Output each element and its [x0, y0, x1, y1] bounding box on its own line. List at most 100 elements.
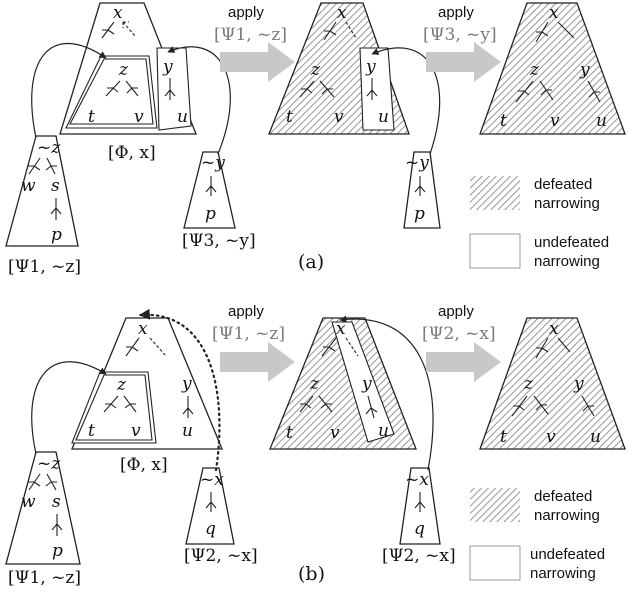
panel-a: x z y t v u [Φ, x] ~z w s p [Ψ1, ~z] — [5, 2, 626, 277]
node-u: u — [177, 107, 188, 127]
r2b-node-u: u — [590, 427, 601, 447]
apply-label-1b: apply — [228, 303, 264, 320]
r1-node-v: v — [334, 107, 344, 127]
apply-arrow-1b — [220, 342, 295, 382]
edge-nz-s — [45, 157, 57, 175]
legend-defeated-l2-a: narrowing — [534, 195, 600, 212]
b-node-x: x — [138, 319, 148, 339]
r1b-node-q: q — [414, 519, 425, 539]
edge-s-p — [50, 198, 62, 220]
r2b-edge-y-u — [581, 395, 595, 417]
r2b-edge-z-v — [533, 395, 549, 415]
r2b-node-x: x — [549, 319, 559, 339]
r1b-edge-x-z — [321, 337, 337, 357]
b-node-z: z — [116, 375, 127, 395]
trapezoid-psi2-b — [185, 467, 235, 545]
inner-tree-y — [156, 47, 192, 131]
apply-step1-a: apply [Ψ1, ~z] — [214, 4, 295, 82]
step1-label-a: [Ψ1, ~z] — [214, 25, 287, 45]
b-edge-x-z — [125, 337, 140, 357]
tree-psi1-b: ~z w s p [Ψ1, ~z] — [5, 451, 81, 588]
trapezoid-psi1 — [5, 135, 79, 247]
apply-step2-b: apply [Ψ2, ~x] — [422, 303, 501, 382]
tree-psi2-small-b: ~x q [Ψ2, ~x] — [382, 467, 456, 566]
tree-phi-b: x z y t v u [Φ, x] — [71, 317, 223, 475]
step2-label-b: [Ψ2, ~x] — [422, 324, 496, 344]
b-edge-z-t — [103, 395, 119, 413]
step2-label-a: [Ψ3, ~y] — [423, 25, 497, 45]
edge-ny-p — [205, 176, 217, 196]
apply-label-1a: apply — [228, 4, 264, 21]
r2-edge-y-u — [587, 80, 601, 103]
legend-undefeated-l1-a: undefeated — [534, 234, 609, 251]
r1-node-u: u — [378, 107, 389, 127]
b-node-p: p — [52, 541, 63, 561]
legend-swatch-defeated-b — [470, 488, 520, 522]
apply-label-2a: apply — [438, 4, 474, 21]
r2-node-x: x — [549, 3, 559, 23]
b-node-w: w — [21, 492, 36, 512]
r1b-node-t: t — [286, 423, 293, 443]
attack-arrow-psi1-to-z — [31, 42, 107, 139]
apply-arrow-1a — [220, 42, 295, 82]
tree-psi1-a: ~z w s p [Ψ1, ~z] — [5, 135, 81, 277]
r1b-edge-y-u — [365, 395, 378, 419]
label-phi-b: [Φ, x] — [120, 455, 168, 475]
r1b-node-u: u — [378, 421, 389, 441]
undefeated-y-subtree — [359, 47, 395, 131]
b-edge-y-u — [182, 396, 194, 418]
apply-label-2b: apply — [438, 303, 474, 320]
r1b-node-x: x — [336, 319, 346, 339]
r2b-node-v: v — [546, 427, 556, 447]
node-v: v — [134, 107, 144, 127]
legend-undefeated-l1-b: undefeated — [530, 546, 605, 563]
r1-node-t: t — [286, 107, 293, 127]
legend-b: defeated narrowing undefeated narrowing — [469, 488, 605, 582]
r1b-node-v: v — [330, 423, 340, 443]
label-psi3-a: [Ψ3, ~y] — [182, 231, 256, 251]
edge-x-z — [101, 21, 115, 39]
node-z: z — [118, 60, 129, 80]
legend-defeated-l1-b: defeated — [534, 488, 592, 505]
node-s: s — [51, 176, 60, 196]
trapezoid-result-2b — [479, 317, 626, 450]
b-node-neg-x: ~x — [200, 470, 224, 490]
legend-a: defeated narrowing undefeated narrowing — [469, 176, 609, 270]
r1b-edge-z-t — [299, 395, 314, 413]
label-psi2-mid-b: [Ψ2, ~x] — [382, 546, 456, 566]
r2-edge-z-t — [515, 80, 534, 103]
label-psi2-b: [Ψ2, ~x] — [184, 546, 258, 566]
legend-swatch-undefeated-a — [469, 233, 521, 269]
legend-swatch-defeated-a — [470, 176, 520, 210]
inner-tree-z — [69, 58, 154, 125]
apply-arrow-2a — [426, 42, 501, 82]
tree-psi3-small-a: ~y p — [403, 151, 441, 229]
r2-node-z: z — [529, 60, 540, 80]
r1-node-p: p — [414, 204, 425, 224]
tree-psi3-a: ~y p [Ψ3, ~y] — [182, 151, 256, 251]
label-psi1-b: [Ψ1, ~z] — [8, 568, 81, 588]
r1b-node-neg-x: ~x — [405, 470, 429, 490]
b-edge-z-v — [123, 395, 137, 413]
attack-arrow-r1b-psi2 — [339, 315, 434, 471]
trapezoid-psi1-b — [5, 451, 81, 565]
r1-node-neg-y: ~y — [405, 153, 429, 173]
b-edge-nz-s — [45, 473, 57, 491]
r2-node-t: t — [500, 111, 507, 131]
caption-b: (b) — [298, 563, 325, 585]
r2b-node-z: z — [523, 374, 534, 394]
caption-a: (a) — [298, 251, 324, 273]
result-tree-1b: x z y t v u — [269, 317, 417, 450]
b-edge-s-p — [51, 514, 63, 536]
node-p: p — [51, 225, 62, 245]
r2-node-v: v — [550, 111, 560, 131]
step1-label-b: [Ψ1, ~z] — [212, 324, 285, 344]
node-t: t — [88, 107, 95, 127]
r1-node-z: z — [310, 60, 321, 80]
legend-undefeated-l2-b: narrowing — [530, 565, 596, 582]
b-node-t: t — [88, 421, 95, 441]
dotted-attack-arrow-psi2-to-x — [138, 308, 221, 472]
legend-defeated-l2-b: narrowing — [534, 507, 600, 524]
b-edge-nz-w — [28, 473, 41, 491]
result-tree-2a: x z y t v u — [479, 2, 626, 135]
